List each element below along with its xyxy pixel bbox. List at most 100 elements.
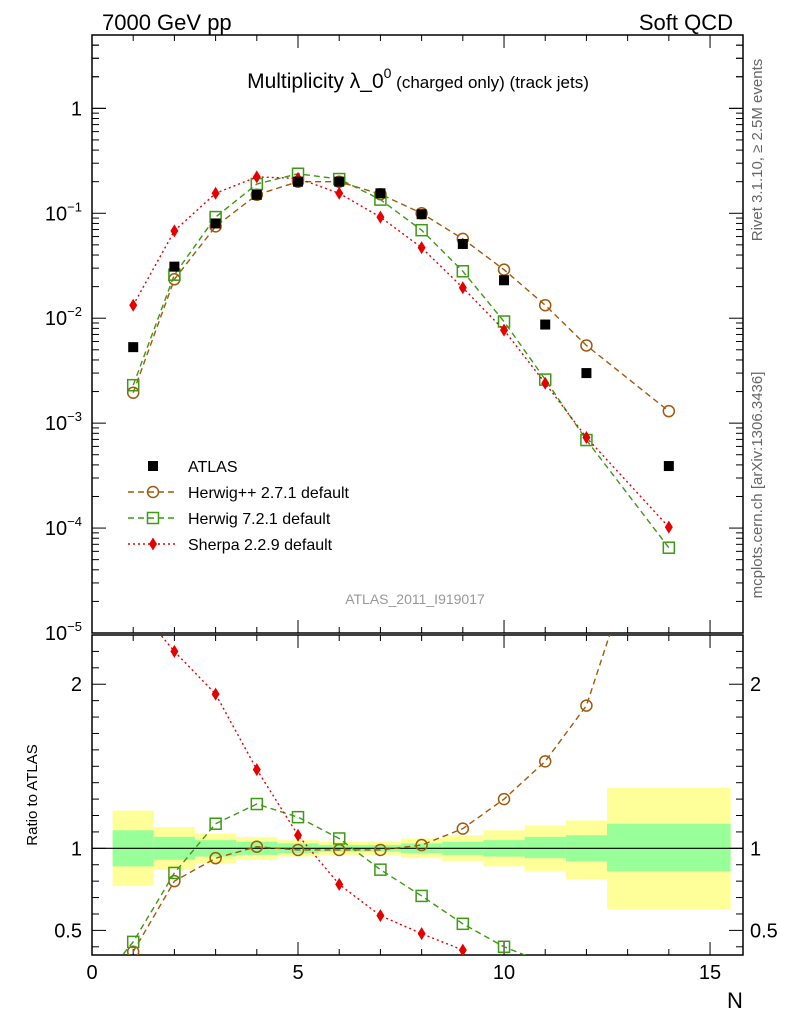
data-point [457, 238, 468, 249]
x-axis-label: N [727, 988, 743, 1013]
mcplots-label: mcplots.cern.ch [arXiv:1306.3436] [749, 372, 766, 599]
data-point [210, 218, 221, 229]
series-line-herwig7 [121, 803, 527, 955]
square-marker [126, 378, 140, 392]
data-point [581, 368, 592, 379]
ratio-y-tick-label: 1 [71, 838, 82, 860]
square-marker [209, 817, 222, 830]
y-tick-base: 10 [45, 413, 67, 435]
circle-marker [538, 755, 552, 768]
ratio-ylabel: Ratio to ATLAS [24, 744, 41, 845]
ratio-y-tick-label: 2 [71, 674, 82, 696]
x-tick-label: 5 [292, 962, 303, 984]
diamond-marker [211, 687, 220, 701]
circle-marker [126, 386, 140, 399]
diamond-marker [335, 186, 344, 200]
y-tick-exponent: −4 [67, 514, 82, 529]
diamond-marker [252, 170, 261, 184]
ratio-y-tick-label: 0.5 [54, 920, 82, 942]
ratio-frame [91, 634, 744, 956]
y-tick-exponent: −5 [67, 619, 82, 634]
diamond-marker [170, 644, 179, 658]
square-marker [126, 935, 140, 949]
y-tick-exponent: −2 [67, 304, 82, 319]
y-tick-label: 10−5 [45, 619, 82, 645]
data-point [293, 176, 304, 187]
diamond-marker [458, 943, 467, 955]
square-marker [415, 889, 428, 903]
band-inner [524, 836, 566, 859]
y-tick-exponent: −1 [67, 199, 82, 214]
header-right: Soft QCD [639, 10, 733, 35]
x-tick-label: 15 [699, 962, 721, 984]
square-marker [332, 832, 346, 845]
diamond-marker [376, 909, 385, 923]
circle-marker [146, 485, 160, 499]
data-point [375, 188, 386, 199]
data-point [499, 275, 510, 286]
circle-marker [456, 822, 470, 835]
x-tick-label: 0 [86, 962, 97, 984]
main-series [126, 167, 676, 554]
square-marker [497, 940, 511, 954]
legend-label: Herwig 7.2.1 default [188, 511, 331, 528]
circle-marker [250, 840, 264, 853]
circle-marker [580, 339, 593, 352]
ratio-y-tick-label-right: 1 [750, 838, 761, 860]
circle-marker [291, 843, 305, 857]
data-point [148, 461, 158, 471]
circle-marker [126, 945, 140, 955]
y-tick-label: 10−3 [45, 409, 82, 435]
square-marker [581, 969, 592, 980]
data-point [540, 319, 551, 330]
data-point [251, 189, 262, 200]
diamond-marker [170, 224, 179, 238]
data-point [334, 176, 345, 187]
series-line-herwigpp [129, 635, 611, 955]
diamond-marker [149, 537, 157, 551]
y-tick-label: 1 [71, 98, 82, 120]
circle-marker [662, 404, 676, 418]
legend-label: Sherpa 2.2.9 default [188, 537, 333, 554]
circle-marker [497, 792, 511, 806]
square-marker [415, 223, 428, 237]
square-marker [250, 797, 264, 811]
diamond-marker [417, 927, 426, 941]
ratio-y-tick-label-right: 2 [750, 674, 761, 696]
legend-label: Herwig++ 2.7.1 default [188, 485, 350, 502]
y-tick-label: 10−2 [45, 304, 82, 330]
diamond-marker [211, 186, 220, 200]
ratio-series [121, 635, 611, 980]
diamond-marker [458, 281, 467, 295]
band-inner [607, 823, 731, 872]
legend: ATLAS Herwig++ 2.7.1 default Herwig 7.2.1 … [128, 459, 350, 554]
data-point [128, 342, 139, 353]
title-main: Multiplicity λ_0 [247, 70, 384, 93]
circle-marker [415, 838, 428, 852]
square-marker [168, 866, 181, 880]
y-tick-base: 10 [45, 518, 67, 540]
title-suffix: (charged only) (track jets) [391, 73, 588, 92]
diamond-marker [541, 376, 550, 390]
y-tick-base: 10 [45, 623, 67, 645]
circle-marker [209, 851, 222, 865]
diamond-marker [335, 877, 344, 891]
square-marker [456, 917, 470, 931]
y-tick-base: 10 [45, 308, 67, 330]
header-left: 7000 GeV pp [102, 10, 232, 35]
analysis-watermark: ATLAS_2011_I919017 [345, 591, 485, 607]
y-tick-label: 10−1 [45, 199, 82, 225]
diamond-marker [252, 763, 261, 777]
x-tick-label: 10 [493, 962, 515, 984]
square-marker [540, 958, 551, 969]
diamond-marker [417, 241, 426, 255]
circle-marker [580, 699, 593, 712]
data-point [663, 461, 674, 472]
data-point [169, 261, 180, 272]
circle-marker [374, 843, 387, 857]
y-tick-exponent: −3 [67, 409, 82, 424]
data-point [416, 209, 427, 220]
rivet-label: Rivet 3.1.10, ≥ 2.5M events [749, 59, 766, 242]
